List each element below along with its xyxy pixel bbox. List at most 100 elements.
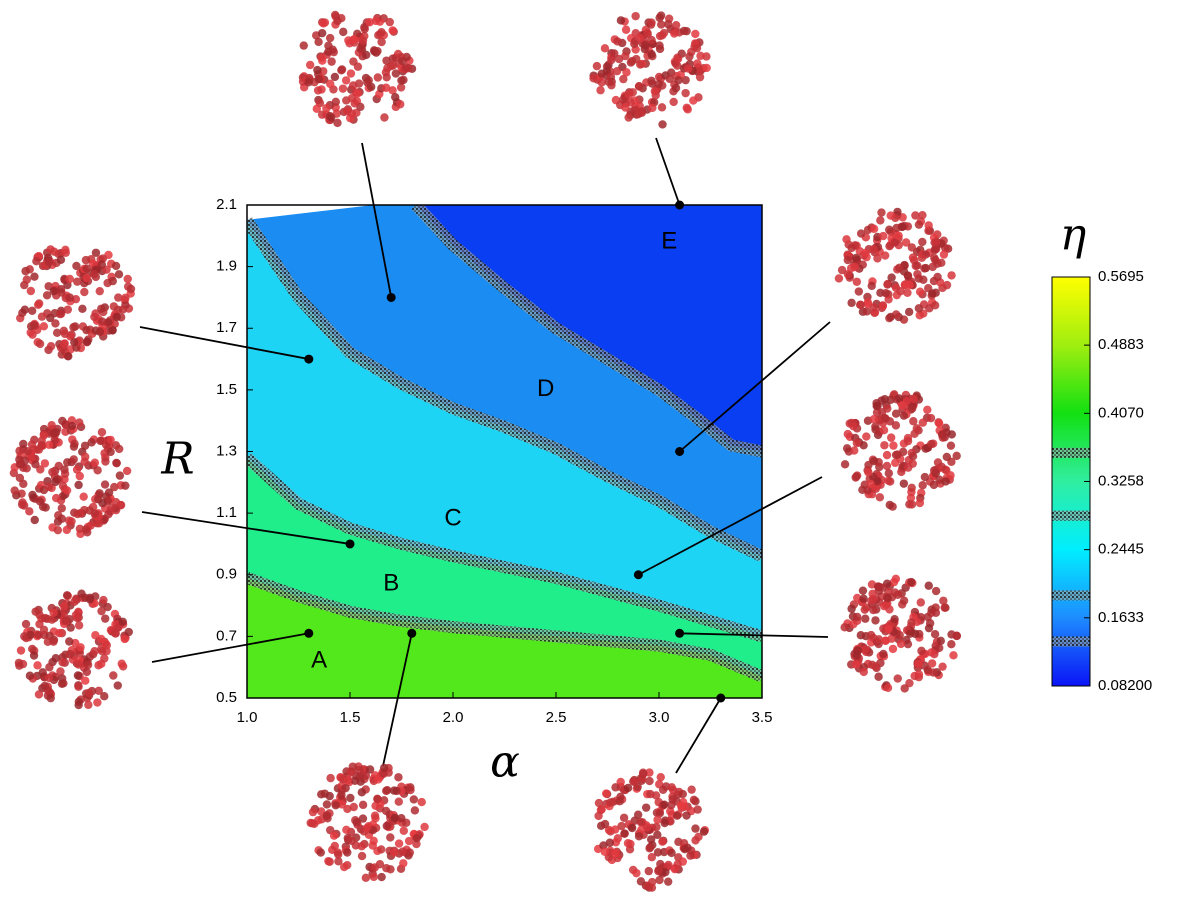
cluster-bead (869, 245, 877, 253)
cluster-bead (655, 80, 663, 88)
cluster-bead (117, 501, 125, 509)
cluster-bead (90, 270, 98, 278)
cluster-bead (690, 796, 698, 804)
cluster-bead (874, 673, 882, 681)
cluster-bead (932, 609, 940, 617)
cluster-bead (656, 32, 664, 40)
cluster-bead (127, 285, 135, 293)
cluster-bead (664, 877, 672, 885)
cluster-bead (46, 245, 54, 253)
cluster-bead (886, 477, 894, 485)
cluster-bead (864, 298, 872, 306)
cluster-bead (323, 800, 331, 808)
colorbar-title: η (1060, 210, 1086, 261)
cluster-bead (876, 493, 884, 501)
cluster-bead (346, 794, 354, 802)
cluster-bead (383, 822, 391, 830)
cluster-bead (395, 839, 403, 847)
cluster-bead (937, 259, 945, 267)
cluster-bead (30, 321, 38, 329)
cluster-bead (696, 52, 704, 60)
cluster-bead (96, 437, 104, 445)
cluster-bead (124, 275, 132, 283)
cluster-bead (399, 859, 407, 867)
cluster-bead (915, 220, 923, 228)
cluster-bead (382, 56, 390, 64)
cluster-bead (57, 285, 65, 293)
cluster-bead (327, 113, 335, 121)
cluster-bead (386, 18, 394, 26)
cluster-bead (91, 459, 99, 467)
cluster-bead (635, 82, 643, 90)
cluster-bead (636, 60, 644, 68)
y-tick-label: 1.5 (216, 381, 237, 398)
cluster-bead (885, 469, 893, 477)
cluster-bead (602, 789, 610, 797)
cluster-bead (628, 57, 636, 65)
cluster-bead (930, 254, 938, 262)
cluster-bead (56, 667, 64, 675)
cluster-bead (58, 417, 66, 425)
y-tick-label: 1.3 (216, 442, 237, 459)
y-tick-label: 0.9 (216, 566, 237, 583)
y-axis-label: R (160, 434, 194, 485)
cluster-bead (397, 814, 405, 822)
cluster-bead (907, 618, 915, 626)
region-label: D (537, 375, 554, 402)
cluster-bead (83, 264, 91, 272)
cluster-bead (313, 66, 321, 74)
cluster-bead (626, 98, 634, 106)
cluster-bead (377, 28, 385, 36)
y-tick-label: 0.7 (216, 627, 237, 644)
cluster-bead (924, 221, 932, 229)
data-point (675, 629, 684, 638)
cluster-bead (72, 611, 80, 619)
cluster-image (840, 575, 961, 693)
cluster-bead (862, 432, 870, 440)
cluster-bead (898, 401, 906, 409)
cluster-bead (97, 635, 105, 643)
cluster-bead (857, 301, 865, 309)
cluster-bead (896, 287, 904, 295)
cluster-bead (935, 644, 943, 652)
colorbar-tick-label: 0.3258 (1098, 472, 1144, 489)
cluster-bead (332, 801, 340, 809)
cluster-bead (377, 38, 385, 46)
cluster-bead (74, 660, 82, 668)
cluster-bead (657, 773, 665, 781)
cluster-bead (947, 640, 955, 648)
cluster-bead (861, 249, 869, 257)
data-point (675, 201, 684, 210)
cluster-bead (908, 243, 916, 251)
cluster-bead (871, 662, 879, 670)
cluster-bead (918, 211, 926, 219)
cluster-bead (903, 289, 911, 297)
cluster-bead (373, 795, 381, 803)
cluster-bead (52, 654, 60, 662)
cluster-bead (700, 827, 708, 835)
cluster-bead (98, 317, 106, 325)
cluster-bead (25, 507, 33, 515)
cluster-bead (50, 429, 58, 437)
cluster-bead (28, 307, 36, 315)
cluster-bead (45, 483, 53, 491)
cluster-bead (66, 650, 74, 658)
cluster-bead (38, 312, 46, 320)
cluster-bead (589, 74, 597, 82)
cluster-bead (908, 404, 916, 412)
cluster-bead (109, 671, 117, 679)
cluster-bead (347, 837, 355, 845)
cluster-bead (56, 310, 64, 318)
cluster-bead (624, 113, 632, 121)
cluster-bead (114, 681, 122, 689)
cluster-bead (83, 528, 91, 536)
cluster-bead (115, 445, 123, 453)
cluster-bead (904, 463, 912, 471)
cluster-bead (70, 442, 78, 450)
cluster-bead (691, 30, 699, 38)
data-point (346, 539, 355, 548)
x-tick-label: 1.0 (237, 709, 258, 726)
cluster-bead (366, 765, 374, 773)
cluster-bead (349, 36, 357, 44)
cluster-bead (357, 842, 365, 850)
